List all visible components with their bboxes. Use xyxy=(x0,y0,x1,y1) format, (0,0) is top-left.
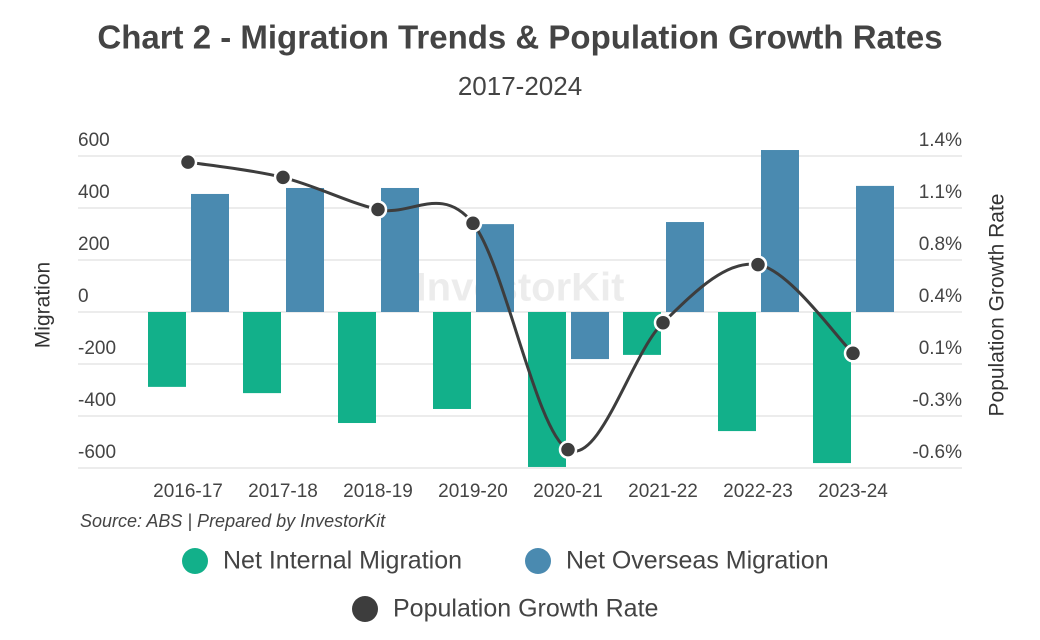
y2-tick-label: 1.4% xyxy=(919,130,962,151)
bar xyxy=(718,312,756,432)
bar xyxy=(666,222,704,312)
legend-label: Net Internal Migration xyxy=(223,547,462,575)
watermark: InvestorKit xyxy=(416,266,625,310)
legend-label: Population Growth Rate xyxy=(393,595,658,623)
x-tick-label: 2019-20 xyxy=(438,481,508,502)
chart-subtitle: 2017-2024 xyxy=(458,71,582,101)
y-tick-label: -400 xyxy=(78,390,116,411)
y2-tick-label: -0.6% xyxy=(912,442,962,463)
legend-label: Net Overseas Migration xyxy=(566,547,829,575)
y2-tick-label: -0.3% xyxy=(912,390,962,411)
x-tick-label: 2016-17 xyxy=(153,481,223,502)
legend-marker xyxy=(182,548,208,574)
y2-tick-label: 1.1% xyxy=(919,182,962,203)
legend-marker xyxy=(352,596,378,622)
bar xyxy=(286,187,324,312)
line-point xyxy=(368,200,388,219)
bar xyxy=(243,312,281,394)
y-tick-label: 200 xyxy=(78,234,110,255)
line-point xyxy=(178,152,198,172)
bar xyxy=(571,312,609,360)
bar xyxy=(813,312,851,464)
source-note: Source: ABS | Prepared by InvestorKit xyxy=(80,511,386,531)
bar xyxy=(338,312,376,424)
bar xyxy=(191,193,229,312)
chart-title: Chart 2 - Migration Trends & Population … xyxy=(97,19,942,56)
bar xyxy=(433,312,471,409)
x-tick-label: 2017-18 xyxy=(248,481,318,502)
y-axis-title: Migration xyxy=(32,262,55,348)
bar xyxy=(148,312,186,387)
y-tick-label: 600 xyxy=(78,130,110,151)
line-point xyxy=(843,344,863,363)
x-tick-label: 2020-21 xyxy=(533,481,603,502)
bar xyxy=(856,185,894,312)
line-point xyxy=(748,255,768,274)
line-point xyxy=(653,313,673,332)
y-tick-label: 400 xyxy=(78,182,110,203)
y2-axis-title: Population Growth Rate xyxy=(986,194,1009,417)
x-tick-label: 2023-24 xyxy=(818,481,888,502)
y2-tick-label: 0.4% xyxy=(919,286,962,307)
y-tick-label: 0 xyxy=(78,286,89,307)
line-point xyxy=(273,168,293,187)
y-tick-label: -600 xyxy=(78,442,116,463)
x-tick-label: 2021-22 xyxy=(628,481,698,502)
legend-marker xyxy=(525,548,551,574)
line-point xyxy=(558,440,578,459)
y-tick-label: -200 xyxy=(78,338,116,359)
y2-tick-label: 0.8% xyxy=(919,234,962,255)
line xyxy=(187,160,855,453)
x-tick-label: 2018-19 xyxy=(343,481,413,502)
line-point xyxy=(463,214,483,233)
x-tick-label: 2022-23 xyxy=(723,481,793,502)
y2-tick-label: 0.1% xyxy=(919,338,962,359)
